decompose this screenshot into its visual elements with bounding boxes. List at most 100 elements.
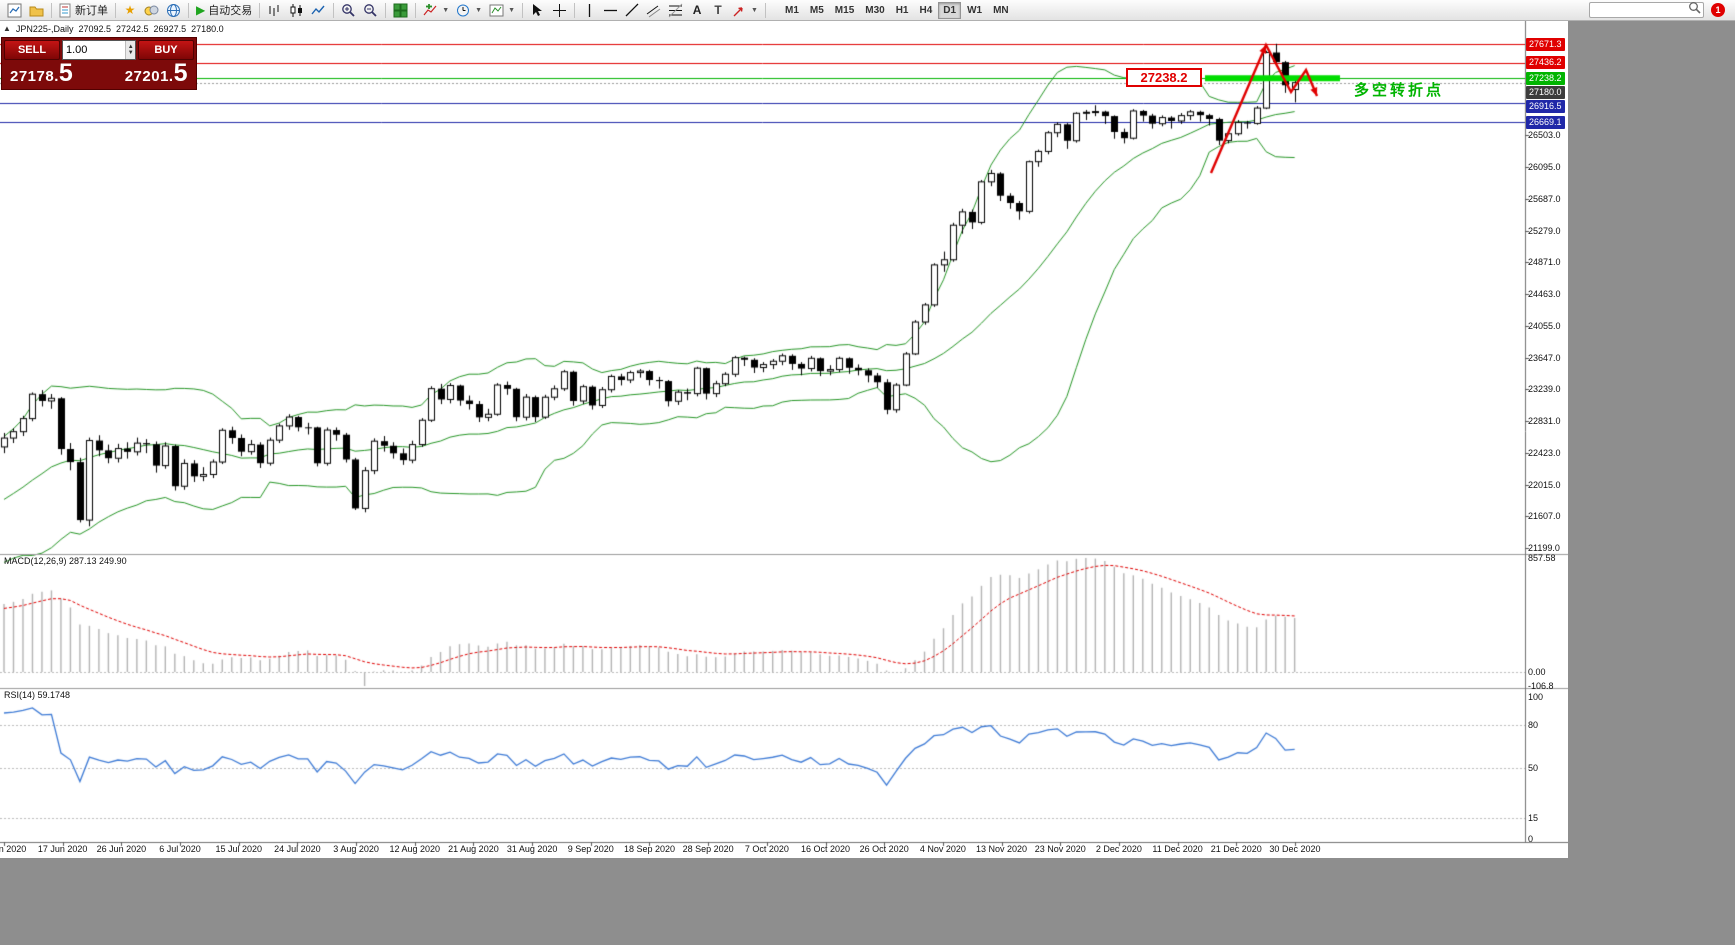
notification-badge[interactable]: 1 (1711, 3, 1725, 17)
date-axis-label: 7 Oct 2020 (744, 844, 789, 854)
price-axis-badge: 27238.2 (1526, 71, 1565, 85)
volume-up-icon[interactable]: ▲ (127, 44, 134, 50)
chart-canvas[interactable] (0, 21, 1568, 858)
rsi-scale-label: 100 (1528, 692, 1544, 702)
candlestick-chart-button[interactable] (286, 1, 307, 19)
trendline-tool-button[interactable] (622, 1, 642, 19)
volume-down-icon[interactable]: ▼ (127, 50, 134, 56)
rsi-scale-label: 0 (1528, 834, 1534, 844)
date-axis-label: 28 Sep 2020 (682, 844, 734, 854)
market-watch-button[interactable] (141, 1, 162, 19)
rsi-scale-label: 50 (1528, 763, 1539, 773)
timeframe-button-m30[interactable]: M30 (860, 2, 889, 19)
workspace: ▲ JPN225-,Daily 27092.5 27242.5 26927.5 … (0, 21, 1735, 945)
toolbar-separator (188, 2, 189, 18)
template-icon (489, 3, 504, 18)
date-axis-label: 26 Jun 2020 (96, 844, 147, 854)
channel-tool-button[interactable] (643, 1, 664, 19)
price-axis-label: 21607.0 (1528, 511, 1561, 522)
date-axis-label: 2 Dec 2020 (1095, 844, 1142, 854)
label-tool-icon: T (714, 3, 722, 17)
timeframe-button-m5[interactable]: M5 (805, 2, 829, 19)
tile-windows-button[interactable] (390, 1, 411, 19)
macd-label: MACD(12,26,9) 287.13 249.90 (4, 556, 127, 566)
toolbar-separator (385, 2, 387, 18)
price-axis-label: 23647.0 (1528, 352, 1561, 363)
price-axis-label: 23239.0 (1528, 384, 1561, 395)
autotrade-label: 自动交易 (208, 5, 253, 17)
chart-header: ▲ JPN225-,Daily 27092.5 27242.5 26927.5 … (3, 24, 224, 34)
dropdown-arrow-icon: ▼ (508, 6, 516, 14)
zoom-out-button[interactable] (360, 1, 381, 19)
toolbar-separator (522, 2, 524, 18)
timeframe-button-h4[interactable]: H4 (915, 2, 938, 19)
timeframes-toolbar: M1 M5 M15 M30 H1 H4 D1 W1 MN (780, 1, 1014, 19)
arrows-tool-button[interactable]: ▼ (729, 1, 761, 19)
bar-chart-icon (267, 3, 282, 18)
timeframe-button-h1[interactable]: H1 (891, 2, 914, 19)
rsi-scale-label: 15 (1528, 812, 1539, 823)
arrow-tool-icon (732, 3, 747, 18)
price-level-annotation[interactable]: 27238.2 (1126, 68, 1202, 87)
new-chart-button[interactable] (4, 1, 25, 19)
date-axis-label: 24 Jul 2020 (274, 844, 321, 854)
volume-control: ▲ ▼ (62, 40, 136, 60)
search-icon (1688, 1, 1701, 19)
horizontal-line-tool-button[interactable] (600, 1, 621, 19)
folder-icon (29, 4, 44, 17)
profiles-button[interactable] (26, 1, 47, 19)
price-axis-label: 26503.0 (1528, 130, 1561, 141)
timeframe-button-m15[interactable]: M15 (830, 2, 859, 19)
timeframe-button-d1[interactable]: D1 (938, 1, 962, 19)
price-axis-label: 22423.0 (1528, 447, 1561, 458)
date-axis-label: 17 Jun 2020 (37, 844, 88, 854)
toolbar-separator (574, 2, 576, 18)
timeframe-button-w1[interactable]: W1 (962, 2, 987, 19)
line-chart-button[interactable] (308, 1, 329, 19)
toolbar-separator (51, 2, 52, 18)
globe-icon (166, 3, 181, 18)
date-axis-label: 11 Dec 2020 (1152, 844, 1203, 854)
buy-price: 27201.5 (124, 59, 188, 87)
favorites-button[interactable]: ★ (120, 1, 140, 19)
text-tool-button[interactable]: A (687, 1, 707, 19)
periods-button[interactable]: ▼ (453, 1, 485, 19)
toolbar-separator (115, 2, 116, 18)
sell-button[interactable]: SELL (4, 40, 60, 60)
date-axis-label: 21 Dec 2020 (1210, 844, 1262, 854)
crosshair-button[interactable] (549, 1, 570, 19)
rsi-scale-label: 80 (1528, 720, 1539, 731)
zoom-in-button[interactable] (338, 1, 359, 19)
volume-spinner: ▲ ▼ (125, 41, 135, 59)
date-axis-label: 23 Nov 2020 (1034, 844, 1086, 854)
cursor-button[interactable] (527, 1, 548, 19)
date-axis-label: 3 Jun 2020 (0, 844, 27, 854)
symbol-search-box[interactable] (1589, 2, 1704, 18)
autotrade-button[interactable]: ▶ 自动交易 (193, 1, 255, 19)
macd-scale-label: 0.00 (1528, 667, 1546, 677)
ohlc-high: 27242.5 (116, 24, 149, 34)
templates-button[interactable]: ▼ (486, 1, 518, 19)
fibonacci-icon (668, 3, 683, 18)
fibonacci-tool-button[interactable] (665, 1, 686, 19)
label-tool-button[interactable]: T (708, 1, 728, 19)
price-axis-label: 22015.0 (1528, 479, 1561, 490)
search-input[interactable] (1592, 3, 1688, 17)
buy-button[interactable]: BUY (138, 40, 194, 60)
vertical-line-tool-button[interactable] (579, 1, 599, 19)
timeframe-button-m1[interactable]: M1 (780, 2, 804, 19)
star-icon: ★ (124, 3, 136, 17)
new-order-button[interactable]: 新订单 (56, 1, 111, 19)
bar-chart-button[interactable] (264, 1, 285, 19)
volume-input[interactable] (63, 41, 126, 59)
play-icon: ▶ (196, 3, 206, 17)
indicators-button[interactable]: ▼ (420, 1, 452, 19)
date-axis-label: 15 Jul 2020 (215, 844, 262, 854)
timeframe-button-mn[interactable]: MN (988, 2, 1014, 19)
turning-point-annotation[interactable]: 多空转折点 (1354, 82, 1445, 99)
history-center-button[interactable] (163, 1, 184, 19)
toolbar-separator (415, 2, 417, 18)
dropdown-arrow-icon: ▼ (751, 6, 758, 14)
one-click-collapse-icon[interactable]: ▲ (3, 24, 11, 33)
main-toolbar: 新订单 ★ ▶ 自动交易 ▼ ▼ ▼ A T ▼ M1 M5 M15 M30 H1 H4 D1… (0, 0, 1735, 21)
